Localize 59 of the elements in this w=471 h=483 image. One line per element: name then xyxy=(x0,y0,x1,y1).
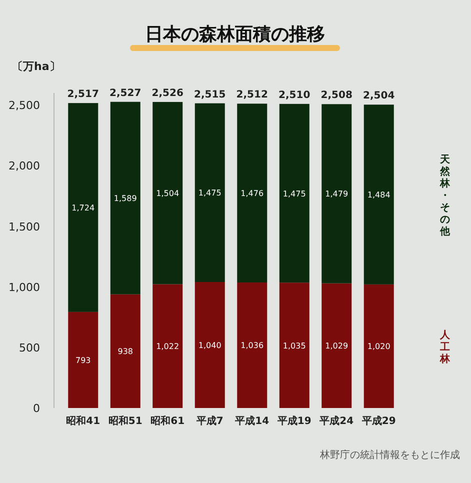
text: 天然林・その他 xyxy=(439,154,451,238)
data-label: 1,022 xyxy=(156,342,180,352)
total-label: 2,512 xyxy=(236,90,268,101)
total-label: 2,527 xyxy=(110,88,142,99)
y-tick-label: 500 xyxy=(19,341,40,354)
data-label: 1,035 xyxy=(282,341,306,350)
bar xyxy=(152,284,183,408)
data-label: 1,479 xyxy=(325,190,348,199)
data-label: 1,020 xyxy=(367,342,390,352)
y-tick-label: 0 xyxy=(33,402,40,415)
total-label: 2,504 xyxy=(363,90,395,102)
bar xyxy=(237,282,268,408)
x-tick-label: 平成19 xyxy=(276,415,312,427)
text: 人工林 xyxy=(439,329,451,366)
y-axis-title: 〔万ha〕 xyxy=(12,60,60,73)
total-label: 2,510 xyxy=(278,90,310,101)
x-tick-label: 平成29 xyxy=(360,415,396,427)
data-label: 1,504 xyxy=(156,189,180,198)
x-tick-label: 昭和61 xyxy=(150,415,185,427)
bar xyxy=(152,102,183,284)
x-tick-label: 平成14 xyxy=(234,415,270,427)
y-tick-label: 1,500 xyxy=(8,220,40,234)
data-label: 1,484 xyxy=(367,190,390,200)
data-label: 1,476 xyxy=(240,189,264,198)
bar xyxy=(194,103,225,282)
data-label: 1,724 xyxy=(72,203,95,212)
chart-title: 日本の森林面積の推移 xyxy=(145,24,325,45)
data-label: 1,589 xyxy=(114,194,137,204)
y-tick-label: 2,000 xyxy=(8,160,40,173)
text: 林野庁の統計情報をもとに作成 xyxy=(319,449,460,461)
bar xyxy=(110,294,140,408)
bar xyxy=(364,284,394,408)
bar xyxy=(68,312,98,408)
total-label: 2,515 xyxy=(194,89,226,100)
x-tick-label: 平成24 xyxy=(318,415,354,427)
y-tick-label: 2,500 xyxy=(8,99,40,112)
x-tick-label: 平成7 xyxy=(195,415,224,427)
x-tick-label: 昭和41 xyxy=(66,415,100,427)
bar xyxy=(279,104,310,283)
data-label: 938 xyxy=(118,347,134,356)
total-label: 2,526 xyxy=(152,88,184,99)
total-label: 2,508 xyxy=(320,90,352,102)
bar xyxy=(322,283,352,408)
data-label: 1,475 xyxy=(198,188,222,198)
bar xyxy=(322,104,352,284)
bar xyxy=(194,282,225,408)
bar xyxy=(364,104,394,284)
data-label: 1,040 xyxy=(198,341,222,350)
y-tick-label: 1,000 xyxy=(8,280,40,294)
data-label: 1,036 xyxy=(240,341,264,350)
bar xyxy=(68,103,98,312)
bar xyxy=(279,282,310,408)
data-label: 793 xyxy=(75,356,91,365)
total-label: 2,517 xyxy=(67,89,99,100)
bar xyxy=(110,102,140,294)
data-label: 1,029 xyxy=(325,342,348,351)
bar xyxy=(237,104,268,282)
x-tick-label: 昭和51 xyxy=(108,415,142,427)
data-label: 1,475 xyxy=(282,189,306,198)
